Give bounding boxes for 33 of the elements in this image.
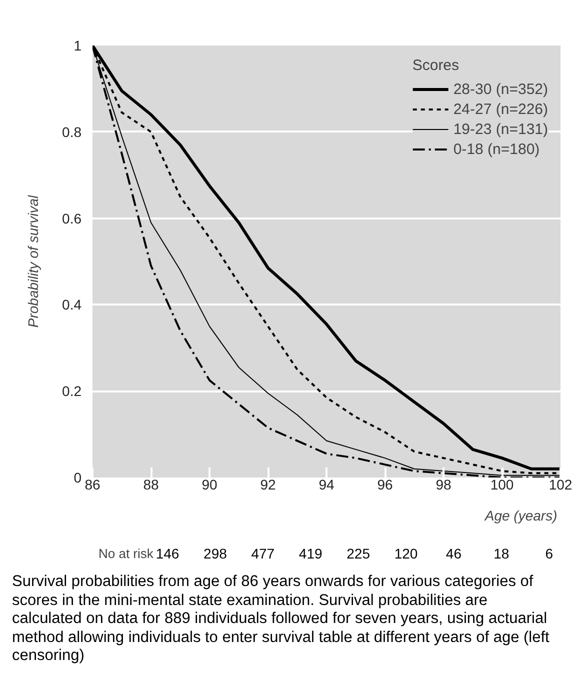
legend-label: 28-30 (n=352): [453, 80, 548, 98]
text: 120: [394, 546, 418, 562]
y-tick-label: 0.2: [62, 383, 82, 400]
y-tick-label: 0: [74, 470, 82, 486]
text: No at risk: [98, 546, 154, 561]
text: 46: [446, 546, 462, 562]
legend-label: 19-23 (n=131): [453, 120, 548, 138]
x-tick-label: 92: [260, 476, 276, 492]
legend-label: 0-18 (n=180): [453, 140, 540, 158]
text: 6: [545, 546, 554, 562]
text: 477: [251, 546, 275, 562]
x-axis-title: Age (years): [484, 508, 558, 524]
legend-label: 24-27 (n=226): [453, 100, 548, 118]
x-tick-label: 90: [202, 476, 218, 492]
x-tick-label: 96: [377, 476, 393, 492]
y-tick-label: 0.4: [62, 296, 82, 313]
text: 225: [346, 546, 370, 562]
legend-title: Scores: [412, 57, 460, 74]
x-tick-label: 102: [548, 476, 572, 492]
y-tick-label: 0.6: [62, 210, 82, 226]
text: Survival probabilities from age of 86 years onwards for various categories of scores in the mini-mental state examination. Survival probabilities are calculated on data for 889 individuals followed for seven years, using actuarial method allowing individuals to enter survival table at different years of age (left censoring): [12, 573, 550, 666]
y-tick-label: 1: [74, 38, 82, 54]
x-tick-label: 86: [84, 476, 100, 492]
text: 146: [156, 546, 180, 562]
x-tick-label: 88: [143, 476, 159, 492]
y-axis-title: Probability of survival: [25, 194, 42, 328]
x-tick-label: 94: [318, 476, 334, 492]
text: 298: [204, 546, 228, 562]
y-tick-label: 0.8: [62, 124, 82, 140]
text: 419: [298, 546, 322, 562]
x-tick-label: 98: [436, 476, 452, 492]
text: 18: [494, 546, 510, 562]
x-tick-label: 100: [490, 476, 514, 492]
